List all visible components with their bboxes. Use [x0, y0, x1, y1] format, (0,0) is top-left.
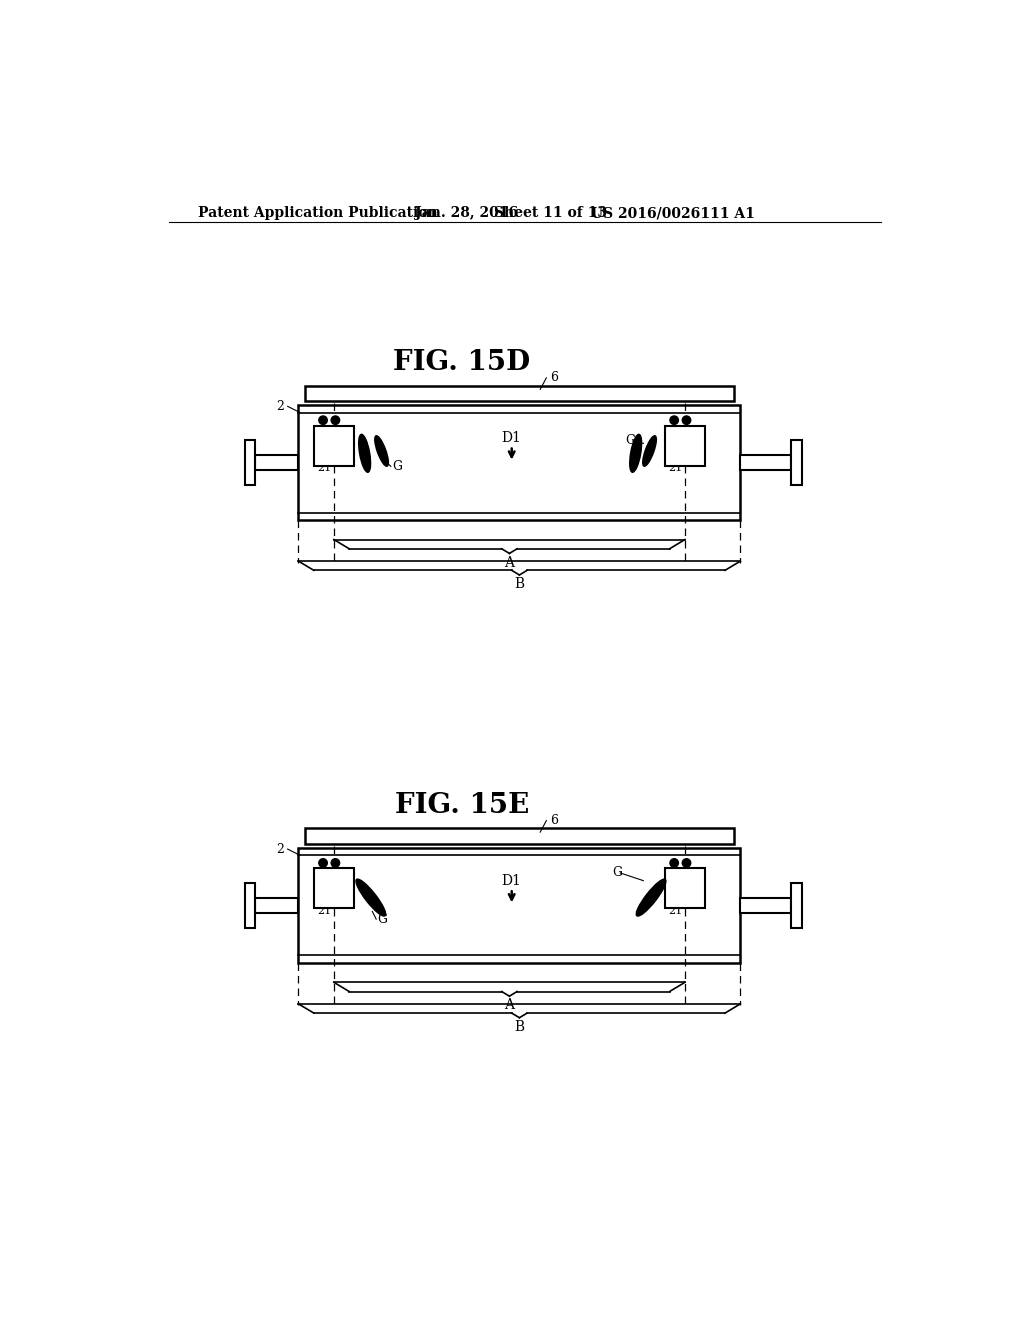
Text: 21: 21 [316, 463, 331, 474]
Text: US 2016/0026111 A1: US 2016/0026111 A1 [591, 206, 755, 220]
Text: A: A [505, 556, 514, 570]
Polygon shape [313, 869, 354, 908]
Text: 6: 6 [550, 814, 558, 828]
Text: B: B [514, 1020, 524, 1034]
Ellipse shape [356, 879, 386, 916]
Circle shape [331, 859, 340, 867]
Text: D1: D1 [502, 874, 521, 887]
Circle shape [682, 416, 691, 425]
Polygon shape [304, 829, 734, 843]
Circle shape [670, 416, 679, 425]
Polygon shape [665, 425, 705, 466]
Ellipse shape [643, 436, 656, 466]
Text: 6: 6 [550, 371, 558, 384]
Circle shape [670, 859, 679, 867]
Polygon shape [665, 869, 705, 908]
Text: Jan. 28, 2016: Jan. 28, 2016 [416, 206, 518, 220]
Polygon shape [313, 425, 354, 466]
Circle shape [318, 859, 328, 867]
Polygon shape [255, 455, 298, 470]
Polygon shape [740, 455, 792, 470]
Text: G: G [392, 459, 402, 473]
Polygon shape [245, 441, 255, 484]
Text: G: G [612, 866, 623, 879]
Text: B: B [514, 577, 524, 591]
Text: FIG. 15D: FIG. 15D [393, 348, 530, 376]
Text: 2: 2 [276, 400, 284, 413]
Text: FIG. 15E: FIG. 15E [394, 792, 528, 818]
Ellipse shape [358, 434, 371, 473]
Text: A: A [505, 998, 514, 1012]
Polygon shape [740, 898, 792, 913]
Polygon shape [255, 898, 298, 913]
Circle shape [318, 416, 328, 425]
Text: Sheet 11 of 13: Sheet 11 of 13 [494, 206, 607, 220]
Text: 21: 21 [668, 906, 682, 916]
Ellipse shape [630, 434, 642, 473]
Ellipse shape [636, 879, 666, 916]
Circle shape [331, 416, 340, 425]
Text: 2: 2 [276, 842, 284, 855]
Ellipse shape [375, 436, 388, 466]
Text: 21: 21 [668, 463, 682, 474]
Polygon shape [304, 385, 734, 401]
Polygon shape [792, 883, 802, 928]
Polygon shape [792, 441, 802, 484]
Text: G: G [377, 912, 387, 925]
Text: 21: 21 [316, 906, 331, 916]
Text: D1: D1 [502, 430, 521, 445]
Circle shape [682, 859, 691, 867]
Text: G: G [625, 434, 635, 447]
Text: Patent Application Publication: Patent Application Publication [199, 206, 438, 220]
Polygon shape [245, 883, 255, 928]
